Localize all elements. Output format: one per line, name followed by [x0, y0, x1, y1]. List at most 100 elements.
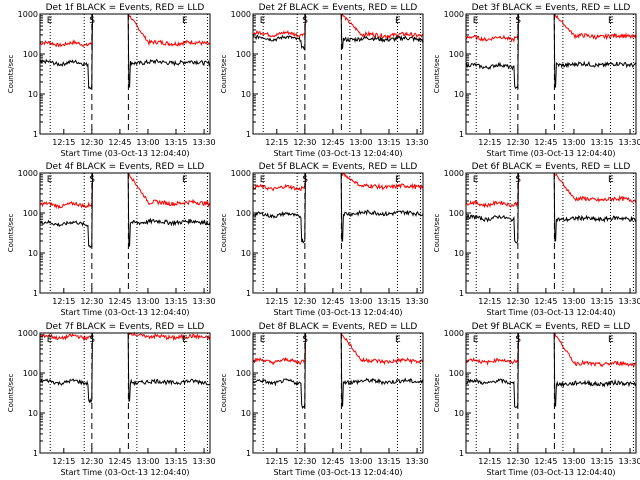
panel-title: Det 9f BLACK = Events, RED = LLD [472, 322, 631, 332]
y-tick-label: 1 [246, 130, 251, 139]
y-tick-label: 100 [236, 209, 251, 218]
event-marker-label: S [302, 335, 308, 345]
panel-1: Det 1f BLACK = Events, RED = LLD E S E 1 10 10… [7, 3, 216, 158]
x-tick-label: 12:30 [293, 457, 316, 466]
x-tick-label: 13:15 [164, 138, 187, 147]
x-tick-label: 13:30 [619, 297, 640, 306]
panel-title: Det 1f BLACK = Events, RED = LLD [46, 3, 205, 13]
y-tick-label: 10 [28, 409, 38, 418]
panel-title: Det 4f BLACK = Events, RED = LLD [46, 162, 205, 172]
y-tick-label: 1 [33, 449, 38, 458]
panel-5: Det 5f BLACK = Events, RED = LLD E S E 1 10 10… [220, 162, 429, 317]
x-tick-label: 13:30 [619, 457, 640, 466]
panel-title: Det 6f BLACK = Events, RED = LLD [472, 162, 631, 172]
plot-frame [252, 332, 424, 454]
y-axis-label: Counts/sec [220, 214, 228, 253]
panel-title: Det 8f BLACK = Events, RED = LLD [259, 322, 418, 332]
x-tick-label: 13:15 [377, 297, 400, 306]
x-tick-label: 13:00 [562, 138, 585, 147]
panel-title: Det 3f BLACK = Events, RED = LLD [472, 3, 631, 13]
x-axis-label: Start Time (03-Oct-13 12:04:40) [60, 468, 189, 477]
x-tick-label: 13:15 [377, 457, 400, 466]
event-marker-label: S [515, 16, 521, 26]
x-axis-label: Start Time (03-Oct-13 12:04:40) [486, 468, 615, 477]
event-marker-label: E [47, 335, 53, 345]
event-marker-label: S [89, 175, 95, 185]
y-tick-label: 1 [33, 289, 38, 298]
x-tick-label: 13:15 [164, 457, 187, 466]
x-tick-label: 13:30 [619, 138, 640, 147]
y-tick-label: 10 [241, 249, 251, 258]
event-marker-label: S [89, 335, 95, 345]
y-tick-label: 100 [236, 369, 251, 378]
y-tick-label: 1 [459, 130, 464, 139]
x-tick-label: 13:00 [136, 297, 159, 306]
panel-title: Det 2f BLACK = Events, RED = LLD [259, 3, 418, 13]
y-tick-label: 1000 [444, 329, 464, 338]
y-axis-label: Counts/sec [7, 374, 15, 413]
x-tick-label: 12:45 [108, 297, 131, 306]
y-tick-label: 1000 [18, 169, 38, 178]
x-tick-label: 13:30 [406, 297, 429, 306]
x-tick-label: 12:15 [52, 138, 75, 147]
event-marker-label: E [608, 335, 614, 345]
x-tick-label: 12:30 [506, 138, 529, 147]
x-tick-label: 13:15 [377, 138, 400, 147]
x-tick-label: 12:45 [321, 457, 344, 466]
event-marker-label: E [260, 175, 266, 185]
y-axis-label: Counts/sec [433, 214, 441, 253]
panel-3: Det 3f BLACK = Events, RED = LLD E S E 1 10 10… [433, 3, 640, 158]
x-tick-label: 12:30 [80, 297, 103, 306]
x-tick-label: 12:30 [293, 138, 316, 147]
plot-frame [465, 332, 637, 454]
x-tick-label: 12:45 [534, 138, 557, 147]
x-tick-label: 12:15 [265, 457, 288, 466]
x-tick-label: 13:30 [193, 297, 216, 306]
x-tick-label: 12:30 [80, 457, 103, 466]
y-tick-label: 100 [236, 50, 251, 59]
y-tick-label: 10 [28, 249, 38, 258]
x-tick-label: 13:00 [349, 297, 372, 306]
event-marker-label: E [395, 175, 401, 185]
event-marker-label: E [260, 16, 266, 26]
x-tick-label: 12:15 [265, 297, 288, 306]
y-tick-label: 10 [241, 409, 251, 418]
y-tick-label: 1 [33, 130, 38, 139]
event-marker-label: E [473, 175, 479, 185]
x-tick-label: 12:15 [478, 457, 501, 466]
event-marker-label: E [47, 16, 53, 26]
y-tick-label: 100 [23, 369, 38, 378]
y-axis-label: Counts/sec [7, 214, 15, 253]
x-tick-label: 12:30 [293, 297, 316, 306]
y-tick-label: 10 [241, 90, 251, 99]
x-tick-label: 12:45 [534, 457, 557, 466]
plot-frame [465, 172, 637, 294]
x-tick-label: 12:45 [321, 297, 344, 306]
x-axis-label: Start Time (03-Oct-13 12:04:40) [60, 308, 189, 317]
x-tick-label: 13:15 [590, 297, 613, 306]
event-marker-label: E [473, 16, 479, 26]
plot-frame [465, 13, 637, 135]
x-tick-label: 13:00 [349, 457, 372, 466]
x-tick-label: 13:30 [406, 138, 429, 147]
x-tick-label: 12:30 [506, 457, 529, 466]
y-tick-label: 1000 [18, 329, 38, 338]
plot-frame [252, 13, 424, 135]
x-tick-label: 12:30 [506, 297, 529, 306]
x-tick-label: 13:30 [193, 457, 216, 466]
event-marker-label: E [182, 16, 188, 26]
panel-9: Det 9f BLACK = Events, RED = LLD E S E 1 10 10… [433, 322, 640, 477]
event-marker-label: E [608, 16, 614, 26]
event-marker-label: S [89, 16, 95, 26]
y-axis-label: Counts/sec [433, 55, 441, 94]
plot-frame [39, 13, 211, 135]
y-axis-label: Counts/sec [7, 55, 15, 94]
y-tick-label: 100 [449, 369, 464, 378]
x-tick-label: 12:15 [478, 297, 501, 306]
event-marker-label: E [608, 175, 614, 185]
y-tick-label: 1000 [18, 10, 38, 19]
y-tick-label: 1000 [444, 169, 464, 178]
event-marker-label: E [260, 335, 266, 345]
x-tick-label: 13:00 [136, 138, 159, 147]
y-tick-label: 1 [246, 449, 251, 458]
